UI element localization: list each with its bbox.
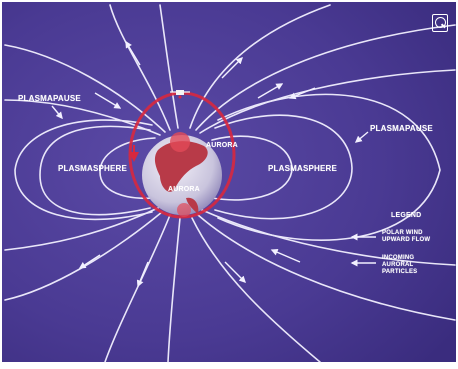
polar-wind-arrow-4 (136, 261, 149, 288)
open-line-10 (191, 217, 321, 363)
open-line-14 (4, 207, 159, 251)
open-line-4 (195, 24, 456, 131)
legend-polar-wind-line2: UPWARD FLOW (382, 237, 431, 243)
label-plasmapause-left: PLASMAPAUSE (18, 94, 81, 103)
label-plasmasphere-left: PLASMASPHERE (58, 164, 128, 173)
open-line-7 (4, 99, 161, 136)
open-line-1 (109, 4, 171, 131)
continent-south-america (186, 197, 199, 214)
open-line-6 (4, 44, 166, 133)
open-line-2 (159, 4, 179, 129)
open-line-8 (104, 214, 171, 363)
plasmapause-pointer-left (51, 105, 63, 120)
open-line-9 (167, 217, 181, 363)
legend-title: LEGEND (391, 212, 422, 219)
aurora-cap-south (177, 203, 191, 217)
plasmapause-boundary-left (39, 125, 151, 216)
label-plasmasphere-right: PLASMASPHERE (268, 164, 338, 173)
aurora-cap-north (170, 132, 190, 152)
polar-wind-arrow-2 (221, 57, 243, 79)
earth-globe (142, 132, 222, 217)
flow-arrows (51, 40, 369, 288)
polar-wind-arrow-6 (78, 254, 101, 269)
plasmapause-boundary-right (214, 114, 353, 220)
field-loop-right-2 (217, 93, 441, 241)
incoming-arrow-3 (270, 248, 301, 263)
open-line-11 (197, 214, 456, 321)
incoming-arrow-1 (288, 87, 316, 100)
legend-polar-wind-line1: POLAR WIND (382, 230, 423, 236)
legend-incoming-line1: INCOMING (382, 255, 415, 261)
open-line-3 (189, 4, 331, 129)
continent-north-america (154, 141, 208, 192)
label-aurora-north: AURORA (206, 142, 238, 149)
legend-incoming-line2: AURORAL (382, 262, 414, 268)
legend-incoming-line3: PARTICLES (382, 269, 418, 275)
satellite-icon (170, 90, 190, 99)
field-loop-right-1 (211, 135, 293, 201)
polar-wind-arrow-5 (224, 261, 246, 283)
legend-arrows (350, 233, 376, 267)
field-loop-left-1 (99, 137, 156, 200)
incoming-arrow-2 (94, 92, 122, 109)
open-line-12 (201, 209, 456, 266)
polar-wind-arrow-1 (125, 40, 141, 66)
label-plasmapause-right: PLASMAPAUSE (370, 124, 433, 133)
polar-wind-arrow-3 (257, 83, 284, 99)
emblem-icon (432, 14, 448, 32)
plasmapause-pointer-right (354, 131, 369, 143)
field-loop-left-2 (14, 119, 153, 221)
label-aurora-south: AURORA (168, 186, 200, 193)
